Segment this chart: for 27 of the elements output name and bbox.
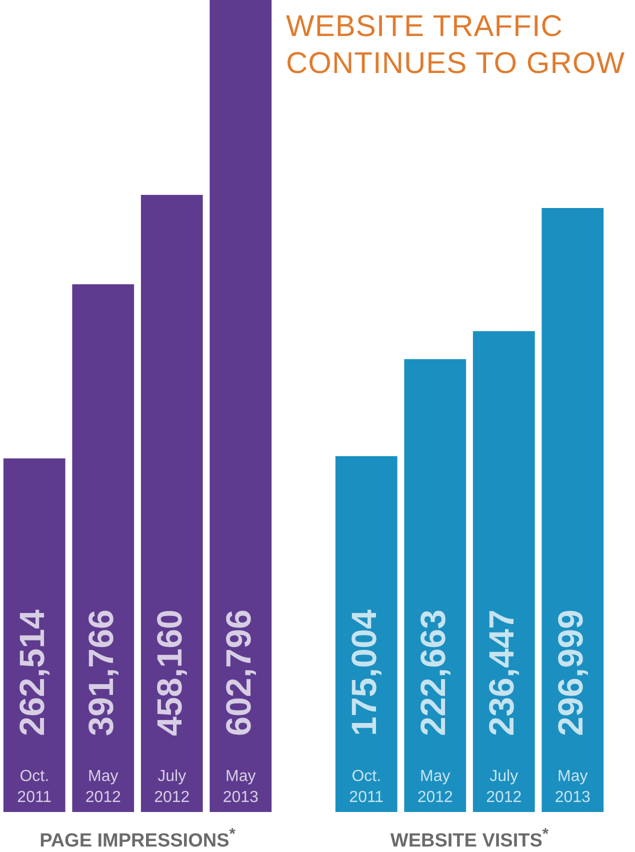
x-tick-label: May 2012 (85, 768, 122, 806)
x-axis-title: WEBSITE VISITS$^{*}$ (389, 825, 550, 852)
x-tick-label: July 2012 (154, 768, 190, 806)
data-label: 222,663 (414, 609, 453, 736)
data-label: 262,514 (13, 608, 52, 736)
x-tick-label: July 2012 (486, 768, 522, 806)
x-axis-title: PAGE IMPRESSIONS$^{*}$ (38, 825, 236, 852)
data-label: 296,999 (551, 609, 590, 736)
x-tick-label: May 2013 (222, 768, 259, 806)
x-tick-label: May 2012 (417, 768, 454, 806)
bar (3, 458, 66, 812)
bar (472, 331, 535, 812)
x-tick-label: Oct. 2011 (17, 768, 52, 806)
data-label: 458,160 (150, 609, 190, 736)
data-label: 175,004 (345, 608, 384, 736)
bar (404, 359, 466, 812)
bar (140, 194, 203, 812)
data-label: 236,447 (482, 609, 522, 736)
bar (335, 456, 398, 812)
data-label: 602,796 (219, 609, 258, 736)
x-tick-label: Oct. 2011 (349, 768, 384, 806)
chart-title: WEBSITE TRAFFIC CONTINUES TO GROW (286, 9, 626, 82)
bar (72, 284, 134, 812)
bar (542, 208, 604, 812)
x-tick-label: May 2013 (554, 768, 591, 806)
data-label: 391,766 (82, 609, 121, 736)
bar (210, 0, 272, 812)
